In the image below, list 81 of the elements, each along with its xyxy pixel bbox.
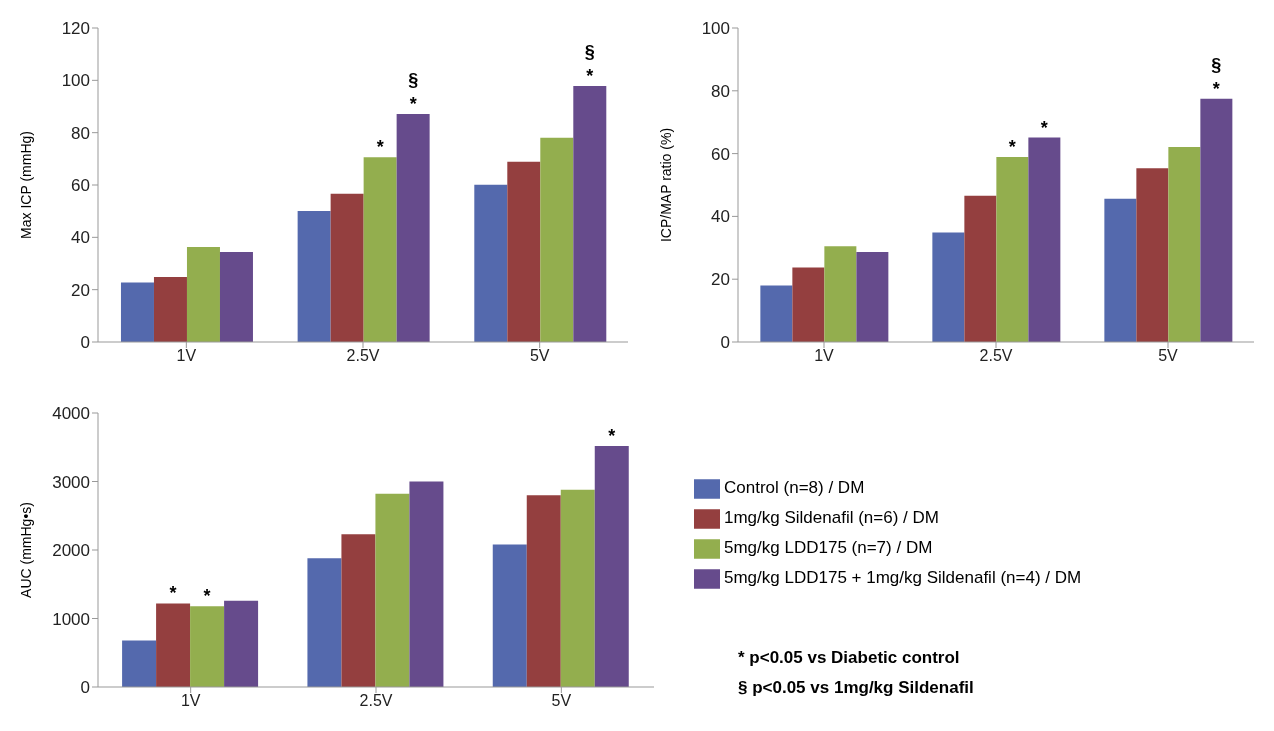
x-tick-label: 2.5V xyxy=(979,347,1013,365)
bar xyxy=(526,495,561,687)
bar xyxy=(594,445,629,687)
y-tick-label: 120 xyxy=(61,19,90,39)
y-tick-label: 60 xyxy=(71,176,90,196)
bar xyxy=(186,247,220,342)
y-tick-label: 0 xyxy=(80,333,90,353)
x-tick-label: 1V xyxy=(814,347,835,365)
legend-label: 1mg/kg Sildenafil (n=6) / DM xyxy=(724,508,939,527)
bar xyxy=(396,114,430,342)
y-tick-label: 100 xyxy=(701,19,730,39)
data-label: * xyxy=(376,137,384,158)
bar xyxy=(540,137,574,342)
bar xyxy=(964,195,997,342)
bar xyxy=(996,157,1029,342)
bar xyxy=(363,157,397,342)
legend-label: Control (n=8) / DM xyxy=(724,478,865,497)
data-label: * xyxy=(1040,117,1048,138)
y-tick-label: 20 xyxy=(711,270,730,290)
y-tick-label: 4000 xyxy=(52,404,90,424)
y-tick-label: 1000 xyxy=(52,609,90,629)
y-tick-label: 2000 xyxy=(52,541,90,561)
bar xyxy=(1104,198,1137,342)
bar xyxy=(224,600,259,687)
data-label: § * xyxy=(408,70,419,115)
bar xyxy=(824,246,857,342)
y-tick-label: 0 xyxy=(720,333,730,353)
y-tick-label: 20 xyxy=(71,280,90,300)
y-tick-label: 40 xyxy=(71,228,90,248)
x-tick-label: 5V xyxy=(1158,347,1179,365)
bar xyxy=(1028,137,1061,342)
y-axis-title: ICP/MAP ratio (%) xyxy=(657,127,674,243)
y-tick-label: 3000 xyxy=(52,472,90,492)
bar xyxy=(573,86,607,342)
y-tick-label: 80 xyxy=(71,123,90,143)
data-label: * xyxy=(203,586,211,607)
bar xyxy=(330,193,364,342)
bar xyxy=(1168,147,1201,342)
text: * p<0.05 vs Diabetic control xyxy=(738,648,961,668)
bar xyxy=(1200,98,1233,342)
bar xyxy=(122,640,157,687)
bar xyxy=(153,277,187,342)
bar xyxy=(560,489,595,687)
bar xyxy=(307,558,342,687)
bar xyxy=(474,184,508,342)
data-label: § * xyxy=(1211,54,1222,99)
text: § p<0.05 vs 1mg/kg Sildenafil xyxy=(738,678,974,698)
y-tick-label: 0 xyxy=(80,678,90,698)
bar xyxy=(507,161,541,342)
bar xyxy=(409,481,444,687)
data-label: * xyxy=(169,583,177,604)
bar xyxy=(297,210,331,342)
bar xyxy=(856,251,889,342)
bar xyxy=(156,603,191,687)
x-tick-label: 1V xyxy=(180,692,201,710)
x-tick-label: 1V xyxy=(176,347,197,365)
bar xyxy=(1136,168,1169,342)
x-tick-label: 2.5V xyxy=(346,347,380,365)
data-label: § * xyxy=(584,42,595,87)
data-label: * xyxy=(608,425,616,446)
y-tick-label: 100 xyxy=(61,71,90,91)
bar xyxy=(341,534,376,687)
bar xyxy=(120,282,154,342)
y-tick-label: 60 xyxy=(711,144,730,164)
x-tick-label: 5V xyxy=(529,347,550,365)
bar xyxy=(375,493,410,687)
legend-label: 5mg/kg LDD175 (n=7) / DM xyxy=(724,538,933,557)
data-label: * xyxy=(1008,137,1016,158)
x-tick-label: 5V xyxy=(551,692,572,710)
x-tick-label: 2.5V xyxy=(359,692,393,710)
legend-label: 5mg/kg LDD175 + 1mg/kg Sildenafil (n=4) / DM xyxy=(724,568,1082,587)
y-axis-title: Max ICP (mmHg) xyxy=(17,131,34,239)
bar xyxy=(932,232,965,342)
bar xyxy=(760,285,793,342)
y-tick-label: 40 xyxy=(711,207,730,227)
y-axis-title: AUC (mmHg•s) xyxy=(17,502,34,598)
y-tick-label: 80 xyxy=(711,81,730,101)
bar xyxy=(190,606,225,687)
bar xyxy=(492,544,527,687)
bar xyxy=(219,251,253,342)
bar xyxy=(792,267,825,342)
